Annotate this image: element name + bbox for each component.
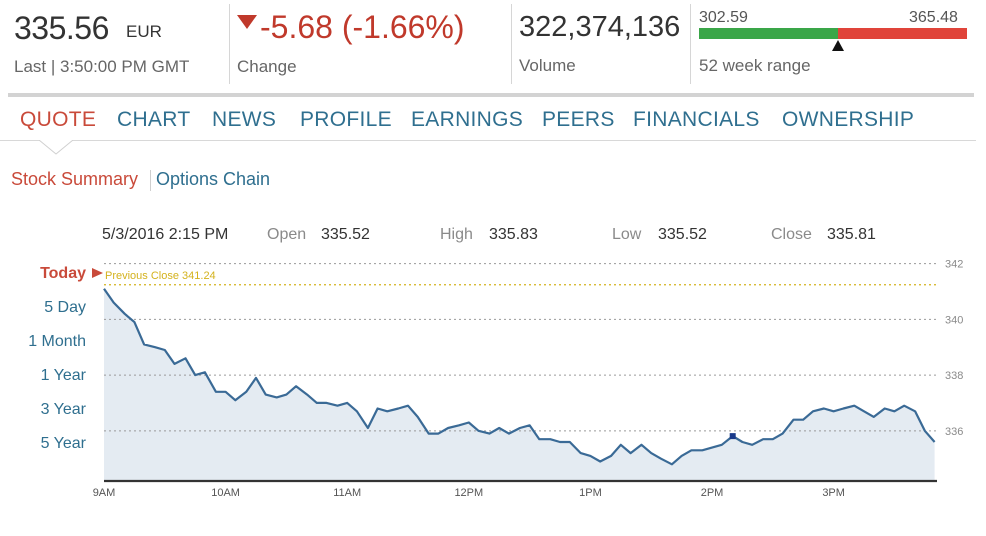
range-3-year[interactable]: 3 Year — [40, 401, 86, 418]
volume-value: 322,374,136 — [519, 11, 681, 43]
price-change: -5.68 (-1.66%) — [260, 9, 465, 45]
y-tick-label: 338 — [945, 370, 963, 382]
last-trade-time: Last | 3:50:00 PM GMT — [14, 57, 190, 76]
x-tick-label: 9AM — [93, 487, 116, 499]
x-tick-label: 10AM — [211, 487, 240, 499]
divider — [690, 4, 691, 84]
y-tick-label: 342 — [945, 259, 963, 271]
ohlc-datetime: 5/3/2016 2:15 PM — [102, 226, 229, 243]
tab-peers[interactable]: PEERS — [542, 108, 615, 131]
low-label: Low — [612, 226, 642, 243]
close-value: 335.81 — [827, 226, 876, 243]
open-value: 335.52 — [321, 226, 370, 243]
week-range-label: 52 week range — [699, 56, 811, 75]
x-tick-label: 1PM — [579, 487, 602, 499]
main-nav: QUOTE CHART NEWS PROFILE EARNINGS PEERS … — [0, 108, 976, 142]
down-arrow-icon — [237, 15, 257, 29]
selected-point-marker — [729, 433, 736, 440]
x-tick-label: 12PM — [454, 487, 483, 499]
price-area-fill — [104, 288, 935, 481]
x-tick-label: 3PM — [822, 487, 845, 499]
price-currency: EUR — [126, 22, 162, 41]
range-5-day[interactable]: 5 Day — [44, 299, 86, 316]
y-tick-label: 340 — [945, 314, 963, 326]
tab-chart[interactable]: CHART — [117, 108, 191, 131]
tab-financials[interactable]: FINANCIALS — [633, 108, 760, 131]
week-range-fill — [699, 28, 839, 39]
tab-earnings[interactable]: EARNINGS — [411, 108, 524, 131]
previous-close-marker-icon — [92, 268, 103, 278]
subnav-divider — [150, 170, 151, 191]
previous-close-label: Previous Close 341.24 — [105, 270, 216, 282]
current-price-marker-icon — [832, 40, 845, 51]
active-tab-caret-icon — [39, 140, 73, 155]
tab-profile[interactable]: PROFILE — [300, 108, 392, 131]
last-price: 335.56 — [14, 10, 109, 46]
close-label: Close — [771, 226, 812, 243]
quote-header: 335.56 EUR Last | 3:50:00 PM GMT -5.68 (… — [0, 0, 976, 92]
tab-quote[interactable]: QUOTE — [20, 108, 97, 131]
range-1-month[interactable]: 1 Month — [28, 333, 86, 350]
volume-label: Volume — [519, 56, 576, 75]
x-tick-label: 2PM — [701, 487, 724, 499]
week-range-high: 365.48 — [909, 9, 958, 26]
range-1-year[interactable]: 1 Year — [40, 367, 86, 384]
week-range-low: 302.59 — [699, 9, 748, 26]
low-value: 335.52 — [658, 226, 707, 243]
change-label: Change — [237, 57, 297, 76]
tab-news[interactable]: NEWS — [212, 108, 277, 131]
x-tick-label: 11AM — [333, 487, 361, 499]
subtab-options-chain[interactable]: Options Chain — [156, 169, 271, 189]
high-label: High — [440, 226, 473, 243]
header-divider-bar — [8, 93, 974, 97]
divider — [229, 4, 230, 84]
subtab-stock-summary[interactable]: Stock Summary — [11, 169, 139, 189]
nav-underline — [0, 140, 976, 141]
range-today[interactable]: Today — [40, 265, 86, 282]
range-5-year[interactable]: 5 Year — [40, 435, 86, 452]
open-label: Open — [267, 226, 307, 243]
y-tick-label: 336 — [945, 426, 963, 438]
tab-ownership[interactable]: OWNERSHIP — [782, 108, 915, 131]
high-value: 335.83 — [489, 226, 538, 243]
week-range-bar — [699, 28, 967, 39]
price-line — [103, 288, 936, 466]
divider — [511, 4, 512, 84]
